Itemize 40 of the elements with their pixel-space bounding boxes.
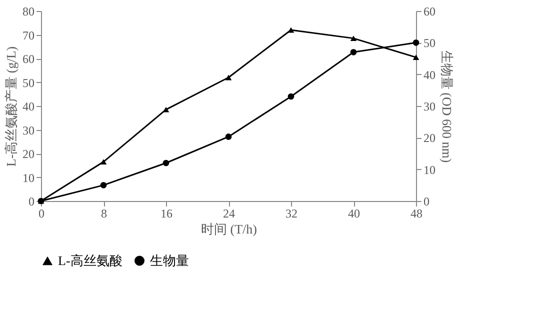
- point: [162, 106, 170, 112]
- point: [350, 36, 357, 42]
- y2-tick-label: 20: [424, 131, 436, 146]
- point: [100, 182, 107, 188]
- x-tick-label: 0: [38, 206, 44, 220]
- legend-label: L-高丝氨酸: [58, 252, 122, 268]
- y-tick-label: 10: [22, 170, 34, 185]
- y2-tick-label: 10: [424, 162, 436, 177]
- point: [412, 54, 420, 60]
- y-tick-label: 70: [22, 28, 34, 42]
- point: [350, 49, 357, 56]
- x-tick-label: 24: [223, 206, 235, 220]
- point: [288, 27, 294, 33]
- x-tick-label: 48: [410, 206, 422, 220]
- point: [100, 159, 107, 165]
- x-axis-title: 时间 (T/h): [201, 222, 257, 236]
- y-tick-label: 60: [22, 52, 34, 66]
- x-tick-label: 8: [101, 206, 107, 220]
- point: [412, 40, 420, 46]
- x-tick-label: 40: [348, 206, 360, 220]
- point: [225, 134, 232, 140]
- x-tick-label: 16: [160, 206, 172, 220]
- point: [162, 160, 170, 166]
- y-tick-label: 20: [22, 147, 34, 161]
- x-tick-label: 32: [286, 206, 298, 220]
- legend-label: 生物量: [150, 252, 189, 268]
- y2-axis-title: 生物量 (OD 600 nm): [440, 50, 454, 163]
- point: [288, 93, 294, 100]
- y2-tick-label: 0: [424, 194, 430, 208]
- y2-tick-label: 30: [424, 100, 436, 114]
- y2-tick-label: 50: [424, 36, 436, 50]
- y-tick-label: 80: [22, 4, 34, 18]
- y-tick-label: 30: [22, 123, 34, 138]
- y-axis-title: L-高丝氨酸产量 (g/L): [4, 46, 18, 167]
- point: [225, 74, 232, 80]
- y-tick-label: 50: [22, 76, 34, 90]
- y-tick-label: 40: [22, 100, 34, 114]
- y2-tick-label: 60: [424, 4, 436, 18]
- y2-tick-label: 40: [424, 68, 436, 82]
- y-tick-label: 0: [28, 194, 34, 208]
